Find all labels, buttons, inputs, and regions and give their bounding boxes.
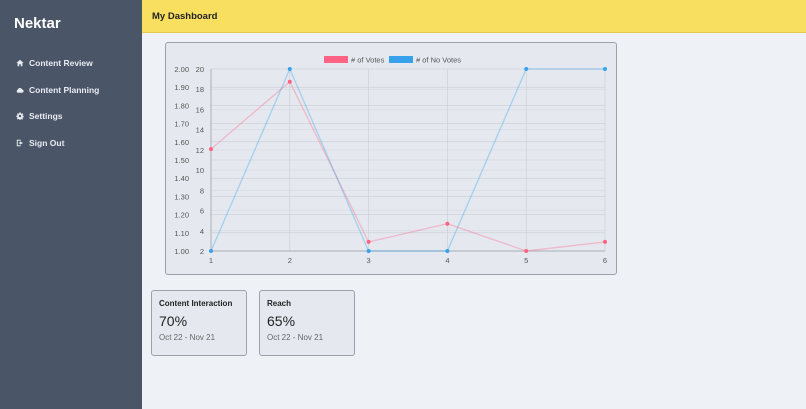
y-left-tick-label: 2.00 xyxy=(174,65,189,74)
series-1-point xyxy=(209,147,213,152)
stat-card-reach: Reach 65% Oct 22 - Nov 21 xyxy=(259,290,355,356)
y-right-tick-label: 10 xyxy=(196,166,204,175)
y-right-tick-label: 8 xyxy=(200,186,204,195)
x-tick-label: 6 xyxy=(603,256,607,265)
stat-value: 65% xyxy=(267,313,296,329)
votes-chart-card: 2.00 1.90 1.80 1.70 1.60 1.50 1.40 1.30 1.20 1.10… xyxy=(165,42,617,275)
sidebar: Nektar Content Review Content Planning S… xyxy=(0,0,142,409)
series-2-point xyxy=(366,249,371,253)
stat-date-range: Oct 22 - Nov 21 xyxy=(267,333,324,342)
gear-icon xyxy=(15,112,24,121)
y-right-tick-label: 4 xyxy=(200,227,204,236)
sidebar-nav: Content Review Content Planning Settings… xyxy=(0,50,142,156)
y-right-tick-label: 18 xyxy=(196,85,204,94)
sidebar-item-sign-out[interactable]: Sign Out xyxy=(0,130,142,157)
y-left-tick-label: 1.20 xyxy=(174,211,189,220)
y-right-tick-label: 2 xyxy=(200,247,204,256)
y-right-tick-label: 14 xyxy=(196,126,204,135)
y-left-tick-label: 1.10 xyxy=(174,229,189,238)
sidebar-item-label: Sign Out xyxy=(29,137,65,148)
series-1-point xyxy=(366,239,371,244)
y-left-tick-label: 1.30 xyxy=(174,192,189,201)
sidebar-item-content-planning[interactable]: Content Planning xyxy=(0,77,142,104)
x-tick-label: 2 xyxy=(288,256,292,265)
brand-title: Nektar xyxy=(14,15,61,32)
series-1-point xyxy=(524,249,529,253)
x-tick-label: 1 xyxy=(209,256,213,265)
sidebar-item-settings[interactable]: Settings xyxy=(0,103,142,130)
y-left-tick-label: 1.60 xyxy=(174,138,189,147)
y-right-tick-label: 6 xyxy=(200,207,204,216)
series-2-point xyxy=(603,67,607,71)
cloud-icon xyxy=(15,85,24,94)
stat-date-range: Oct 22 - Nov 21 xyxy=(159,333,216,342)
series-1-point xyxy=(445,221,450,226)
series-2-point xyxy=(524,67,529,71)
sign-out-icon xyxy=(15,138,24,147)
home-icon xyxy=(15,59,24,68)
sidebar-item-label: Settings xyxy=(29,111,63,122)
y-right-tick-label: 12 xyxy=(196,146,204,155)
series-2-point xyxy=(445,249,450,253)
sidebar-item-label: Content Review xyxy=(29,58,93,69)
series-2-point xyxy=(287,67,292,71)
stat-title: Content Interaction xyxy=(159,299,233,308)
legend-swatch xyxy=(324,56,348,63)
series-1-point xyxy=(603,239,607,244)
x-tick-label: 4 xyxy=(445,256,449,265)
y-right-tick-label: 16 xyxy=(196,105,204,114)
sidebar-item-content-review[interactable]: Content Review xyxy=(0,50,142,77)
legend-label: # of No Votes xyxy=(416,56,461,65)
series-2-point xyxy=(209,249,213,253)
series-line-2 xyxy=(210,67,605,252)
y-left-tick-label: 1.80 xyxy=(174,101,189,110)
series-line-1 xyxy=(210,80,606,252)
sidebar-item-label: Content Planning xyxy=(29,84,100,95)
x-tick-label: 3 xyxy=(367,256,371,265)
series-1-point xyxy=(287,79,292,84)
legend-label: # of Votes xyxy=(351,56,385,65)
x-tick-label: 5 xyxy=(524,256,528,265)
y-left-tick-label: 1.40 xyxy=(174,174,189,183)
stat-title: Reach xyxy=(267,299,292,308)
y-left-tick-label: 1.90 xyxy=(174,83,189,92)
y-left-tick-label: 1.70 xyxy=(174,120,189,129)
legend-swatch xyxy=(389,56,413,63)
y-right-tick-label: 20 xyxy=(196,65,204,74)
y-left-tick-label: 1.50 xyxy=(174,156,189,165)
top-bar: My Dashboard xyxy=(142,0,806,33)
stat-value: 70% xyxy=(159,313,188,329)
y-left-tick-label: 1.00 xyxy=(174,247,189,256)
votes-line-chart: 2.00 1.90 1.80 1.70 1.60 1.50 1.40 1.30 1.20 1.10… xyxy=(174,56,607,266)
page-title: My Dashboard xyxy=(152,11,218,22)
stat-card-content-interaction: Content Interaction 70% Oct 22 - Nov 21 xyxy=(151,290,247,356)
